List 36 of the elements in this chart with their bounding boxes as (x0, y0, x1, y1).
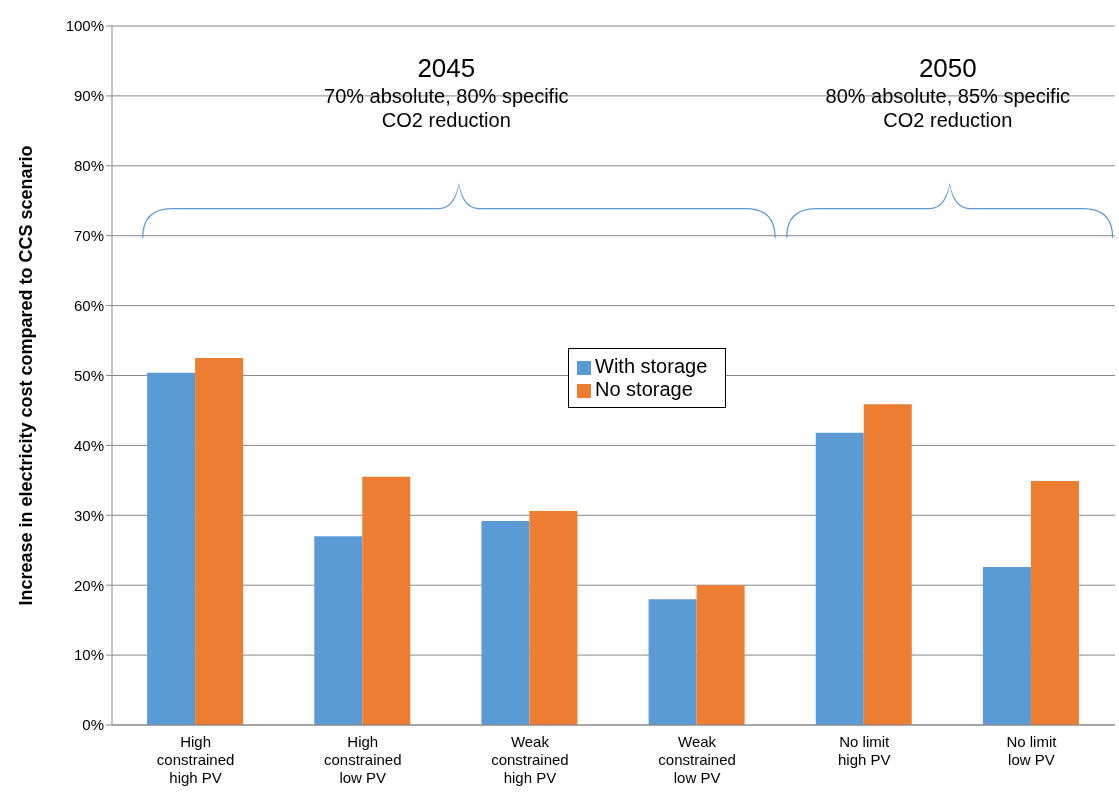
y-tick-label: 40% (73, 436, 104, 454)
bar (648, 599, 697, 725)
bar (147, 372, 196, 725)
bar (529, 511, 578, 725)
y-tick-label: 90% (73, 87, 104, 105)
x-tick-label: Weak constrained low PV (658, 733, 736, 786)
y-tick-label: 60% (73, 296, 104, 314)
legend-label: With storage (595, 355, 708, 377)
bar (362, 476, 411, 725)
y-tick-label: 70% (73, 227, 104, 245)
y-axis-title: Increase in electricity cost compared to CCS scenario (16, 145, 37, 606)
annotation: 2045 (416, 52, 477, 84)
annotation: 2050 (917, 52, 978, 84)
y-tick-label: 80% (73, 157, 104, 175)
bar (982, 567, 1031, 725)
x-tick-label: No limit high PV (837, 733, 891, 768)
y-tick-label: 30% (73, 506, 104, 524)
y-tick-label: 50% (73, 366, 104, 384)
annotation: 70% absolute, 80% specific CO2 reduction (323, 83, 570, 132)
bar (481, 520, 530, 725)
bar (314, 536, 363, 725)
bar (863, 404, 912, 725)
bar (815, 432, 864, 725)
y-tick-label: 10% (73, 646, 104, 664)
y-tick-label: 20% (73, 576, 104, 594)
bar (696, 585, 745, 725)
y-tick-label: 0% (82, 716, 104, 734)
bar (195, 358, 244, 725)
bar (1030, 481, 1079, 725)
x-tick-label: High constrained low PV (323, 733, 402, 786)
x-tick-label: Weak constrained high PV (491, 733, 569, 786)
x-tick-label: No limit low PV (1006, 733, 1058, 768)
x-tick-label: High constrained high PV (156, 733, 235, 786)
legend-label: No storage (595, 378, 693, 400)
y-tick-label: 100% (65, 17, 104, 35)
annotation: 80% absolute, 85% specific CO2 reduction (824, 83, 1072, 132)
